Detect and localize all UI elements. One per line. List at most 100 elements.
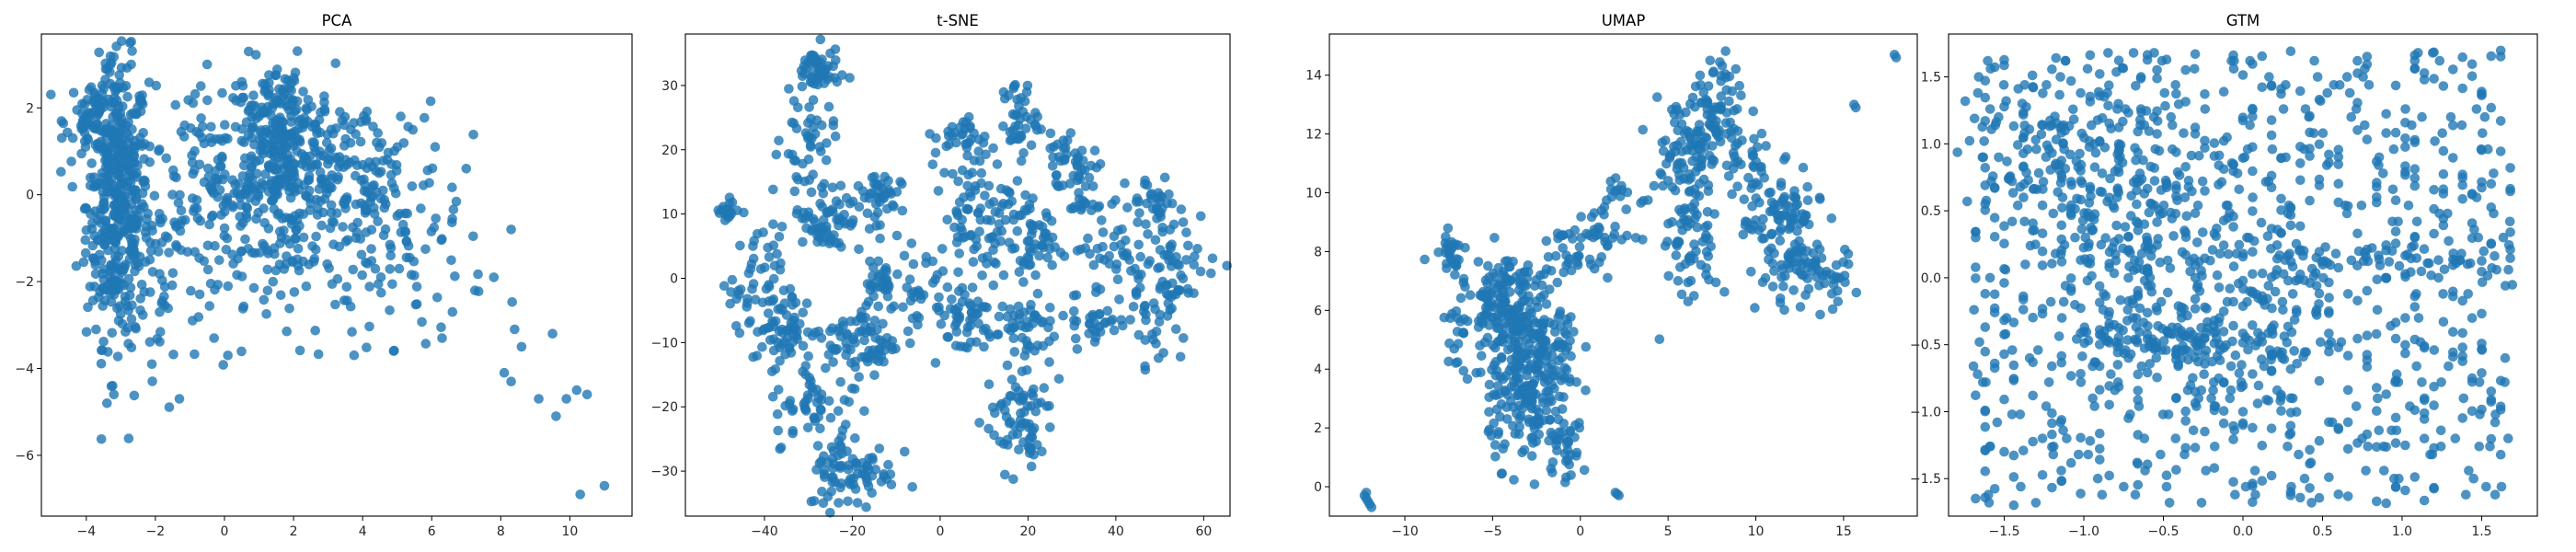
scatter-point (2000, 264, 2011, 275)
scatter-point (819, 178, 830, 190)
scatter-point (1851, 287, 1862, 298)
scatter-point (1051, 178, 1062, 189)
x-tick-label: 60 (1195, 524, 1212, 539)
scatter-point (2200, 333, 2210, 344)
scatter-point (302, 105, 312, 115)
scatter-point (973, 146, 983, 156)
scatter-point (1969, 113, 1980, 124)
scatter-point (1045, 303, 1055, 313)
scatter-point (2478, 246, 2490, 257)
scatter-point (2076, 224, 2087, 235)
scatter-point (2351, 104, 2362, 114)
scatter-point (2083, 242, 2094, 252)
scatter-point (2142, 307, 2153, 318)
scatter-point (2156, 296, 2167, 307)
scatter-point (1195, 211, 1206, 222)
scatter-point (2363, 80, 2375, 90)
scatter-point (2266, 365, 2277, 376)
scatter-point (206, 137, 217, 147)
scatter-point (98, 345, 108, 356)
scatter-point (1569, 327, 1579, 337)
scatter-point (2363, 442, 2374, 452)
scatter-point (266, 196, 277, 206)
scatter-point (109, 82, 119, 92)
scatter-point (1032, 440, 1042, 450)
scatter-point (178, 132, 190, 142)
scatter-point (2237, 407, 2248, 417)
scatter-point (79, 203, 90, 214)
scatter-point (865, 322, 876, 333)
scatter-point (863, 481, 874, 491)
scatter-point (1716, 76, 1726, 86)
scatter-point (761, 283, 772, 294)
y-tick-label: −20 (650, 400, 678, 415)
scatter-point (91, 324, 101, 335)
scatter-point (2316, 337, 2326, 348)
scatter-point (864, 351, 875, 362)
scatter-point (2314, 247, 2325, 258)
scatter-point (2180, 443, 2191, 454)
scatter-point (1014, 444, 1024, 455)
scatter-point (190, 165, 200, 176)
scatter-point (2381, 389, 2391, 399)
scatter-point (771, 149, 782, 160)
scatter-point (1442, 259, 1452, 269)
scatter-point (1026, 140, 1037, 151)
scatter-point (1716, 91, 1726, 101)
scatter-point (1707, 141, 1718, 151)
scatter-point (1107, 315, 1118, 325)
scatter-point (832, 76, 843, 87)
scatter-point (114, 70, 124, 80)
scatter-point (2191, 340, 2202, 351)
scatter-point (2095, 69, 2105, 79)
scatter-point (2257, 337, 2268, 347)
scatter-point (768, 219, 778, 229)
scatter-point (1696, 80, 1706, 90)
scatter-point (196, 81, 206, 91)
scatter-point (2200, 89, 2210, 99)
scatter-point (2503, 433, 2513, 443)
x-tick-label: 0 (936, 524, 944, 539)
scatter-point (2267, 303, 2277, 314)
scatter-point (236, 247, 247, 257)
scatter-point (245, 192, 256, 203)
scatter-point (330, 152, 341, 163)
scatter-point (388, 346, 399, 356)
scatter-point (196, 113, 206, 123)
scatter-point (1565, 427, 1576, 437)
scatter-point (447, 182, 457, 192)
scatter-point (143, 208, 153, 219)
scatter-point (2352, 295, 2363, 306)
scatter-point (2095, 297, 2105, 308)
scatter-point (2037, 260, 2048, 270)
scatter-point (115, 178, 126, 189)
scatter-point (262, 285, 273, 296)
scatter-point (2225, 385, 2237, 396)
scatter-point (2390, 226, 2401, 236)
scatter-point (1441, 232, 1451, 242)
scatter-point (798, 236, 808, 247)
scatter-point (1020, 190, 1030, 201)
scatter-point (1716, 100, 1726, 111)
scatter-point (976, 167, 987, 178)
scatter-point (2018, 178, 2030, 190)
scatter-point (288, 141, 299, 151)
scatter-point (107, 228, 117, 238)
scatter-point (302, 155, 312, 165)
scatter-point (366, 244, 376, 254)
scatter-point (1689, 239, 1699, 249)
scatter-point (1482, 278, 1492, 289)
scatter-point (1724, 71, 1735, 82)
scatter-point (1181, 227, 1191, 237)
scatter-point (1999, 221, 2009, 231)
scatter-point (1574, 422, 1585, 433)
scatter-point (2324, 339, 2334, 351)
scatter-point (1122, 202, 1133, 213)
scatter-point (2390, 481, 2401, 492)
scatter-point (139, 175, 149, 186)
scatter-point (1541, 299, 1552, 309)
scatter-point (1519, 267, 1530, 278)
scatter-point (1785, 254, 1796, 264)
scatter-point (2230, 489, 2240, 500)
scatter-point (407, 181, 418, 191)
